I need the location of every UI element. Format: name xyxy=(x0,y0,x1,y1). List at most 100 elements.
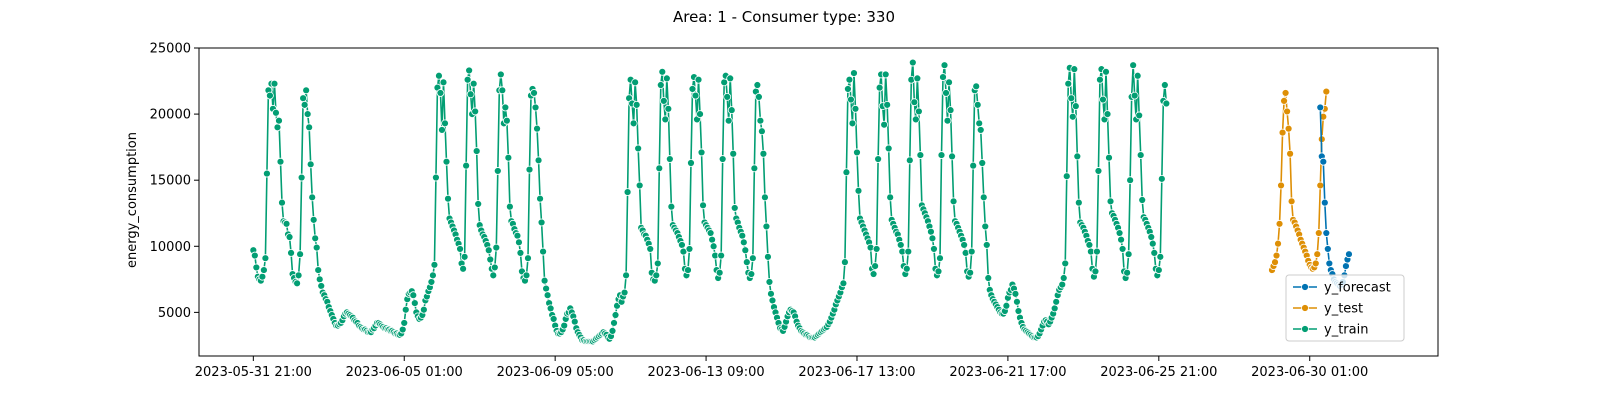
data-point xyxy=(709,242,718,251)
data-point xyxy=(984,274,993,282)
series-line-y_train xyxy=(252,61,1168,343)
data-point xyxy=(398,325,407,334)
data-point xyxy=(270,79,279,88)
data-point xyxy=(278,198,286,207)
data-point xyxy=(691,91,700,100)
data-point xyxy=(665,155,674,163)
data-point xyxy=(1011,289,1020,298)
data-point xyxy=(729,149,738,158)
data-point xyxy=(401,305,410,314)
data-point xyxy=(1129,61,1138,70)
data-point xyxy=(655,164,664,173)
data-point xyxy=(610,319,618,327)
data-point xyxy=(531,103,540,112)
data-point xyxy=(715,268,724,277)
data-point xyxy=(902,264,911,273)
y-axis-label: energy_consumption xyxy=(125,132,140,268)
data-point xyxy=(884,144,893,153)
legend: y_forecast y_test y_train xyxy=(1285,274,1405,342)
data-point xyxy=(1133,71,1142,80)
data-point xyxy=(869,270,878,278)
data-point xyxy=(486,255,495,264)
data-point xyxy=(1070,65,1079,74)
data-point xyxy=(524,254,532,263)
data-point xyxy=(1162,99,1171,108)
legend-label: y_test xyxy=(1324,302,1363,317)
data-point xyxy=(883,100,892,109)
data-point xyxy=(723,93,732,101)
data-point xyxy=(739,238,748,247)
data-point xyxy=(282,219,291,228)
data-point xyxy=(688,85,697,93)
data-point xyxy=(848,119,857,128)
data-point xyxy=(1325,259,1334,268)
data-point xyxy=(1071,102,1080,111)
data-point xyxy=(1320,198,1329,207)
data-point xyxy=(631,78,640,87)
data-point xyxy=(750,164,759,173)
data-point xyxy=(1115,229,1124,237)
legend-item: y_forecast xyxy=(1293,281,1391,296)
data-point xyxy=(678,241,686,249)
data-point xyxy=(1271,258,1279,267)
data-point xyxy=(516,248,525,257)
data-point xyxy=(914,107,923,116)
data-point xyxy=(1096,75,1104,84)
data-point xyxy=(522,271,531,280)
data-point xyxy=(936,254,944,263)
data-point xyxy=(652,271,661,280)
data-point xyxy=(684,266,692,274)
data-point xyxy=(942,89,950,97)
data-point xyxy=(493,167,502,175)
data-point xyxy=(302,86,311,95)
data-point xyxy=(1068,112,1077,121)
data-point xyxy=(908,58,917,67)
data-point xyxy=(972,82,981,91)
data-point xyxy=(976,126,985,134)
legend-box xyxy=(1285,274,1405,342)
data-point xyxy=(754,93,763,101)
data-point xyxy=(315,275,324,284)
data-point xyxy=(309,215,318,224)
data-point xyxy=(904,247,913,256)
data-point xyxy=(1283,107,1291,116)
data-point xyxy=(969,161,978,170)
data-point xyxy=(287,248,295,257)
data-point xyxy=(753,81,762,89)
data-point xyxy=(1319,157,1328,166)
data-point xyxy=(1342,262,1350,271)
data-point xyxy=(471,107,480,116)
data-point xyxy=(525,165,534,174)
data-point xyxy=(1156,252,1165,261)
data-point xyxy=(1099,95,1107,104)
data-point xyxy=(1323,245,1332,253)
data-point xyxy=(979,193,988,202)
data-point xyxy=(1130,91,1139,100)
data-point xyxy=(502,116,511,125)
data-point xyxy=(1147,233,1156,241)
data-point xyxy=(1148,239,1157,248)
y-tick-label: 20000 xyxy=(150,108,191,123)
data-point xyxy=(853,148,861,157)
data-point xyxy=(842,168,851,177)
data-point xyxy=(300,100,309,109)
data-point xyxy=(664,104,673,113)
x-axis: 2023-05-31 21:00 2023-06-05 01:00 2023-06-… xyxy=(195,356,1368,380)
data-point xyxy=(1103,110,1112,118)
legend-item: y_train xyxy=(1293,323,1368,338)
plot-frame xyxy=(198,47,1439,357)
data-point xyxy=(1014,307,1023,315)
data-point xyxy=(973,100,982,109)
data-point xyxy=(496,70,505,79)
data-point xyxy=(1154,266,1163,274)
data-point xyxy=(1313,250,1322,259)
data-point xyxy=(881,70,890,79)
data-point xyxy=(658,67,667,76)
data-point xyxy=(896,241,905,249)
data-point xyxy=(934,267,943,276)
data-point xyxy=(252,263,261,272)
data-point xyxy=(410,299,419,308)
data-point xyxy=(432,173,440,182)
data-point xyxy=(656,81,665,89)
data-point xyxy=(717,251,726,260)
